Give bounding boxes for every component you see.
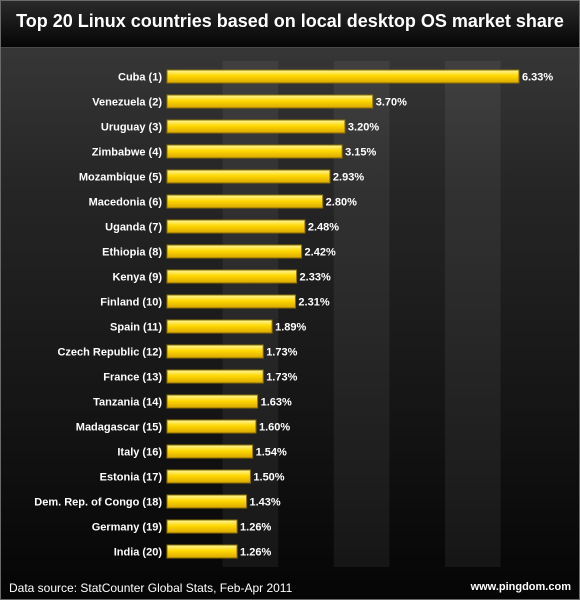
bar	[166, 419, 257, 434]
category-label: France (13)	[103, 372, 162, 384]
value-label: 1.26%	[240, 547, 271, 559]
bar	[166, 244, 303, 259]
bar	[166, 294, 296, 309]
category-label: Italy (16)	[117, 447, 162, 459]
category-label: Spain (11)	[110, 322, 162, 334]
bar	[166, 144, 343, 159]
value-label: 3.70%	[376, 97, 407, 109]
bar	[166, 69, 520, 84]
value-label: 2.33%	[300, 272, 331, 284]
bar	[166, 269, 298, 284]
bar	[166, 369, 264, 384]
value-label: 2.42%	[305, 247, 336, 259]
data-source-note: Data source: StatCounter Global Stats, F…	[9, 581, 293, 595]
bar	[166, 119, 346, 134]
bar	[166, 544, 238, 559]
bar	[166, 94, 374, 109]
value-label: 6.33%	[522, 72, 553, 84]
category-label: Cuba (1)	[118, 72, 162, 84]
grid-band	[222, 61, 279, 567]
category-label: Mozambique (5)	[79, 172, 162, 184]
grid-bands	[222, 61, 501, 567]
bar	[166, 169, 331, 184]
bars-group	[166, 69, 520, 559]
value-label: 1.54%	[256, 447, 287, 459]
category-label: Estonia (17)	[100, 472, 163, 484]
value-label: 1.50%	[253, 472, 284, 484]
category-label: Venezuela (2)	[92, 97, 162, 109]
bar	[166, 469, 251, 484]
labels-group: Cuba (1) 6.33% Venezuela (2) 3.70% Uruguay (…	[34, 72, 553, 559]
value-label: 2.80%	[326, 197, 357, 209]
category-label: Uruguay (3)	[101, 122, 162, 134]
category-label: Dem. Rep. of Congo (18)	[34, 497, 162, 509]
value-label: 1.73%	[266, 372, 297, 384]
category-label: Kenya (9)	[112, 272, 162, 284]
category-label: Finland (10)	[100, 297, 162, 309]
value-label: 3.15%	[345, 147, 376, 159]
value-label: 1.63%	[261, 397, 292, 409]
category-label: Zimbabwe (4)	[92, 147, 163, 159]
value-label: 1.60%	[259, 422, 290, 434]
category-label: Madagascar (15)	[76, 422, 163, 434]
category-label: Czech Republic (12)	[57, 347, 162, 359]
value-label: 1.89%	[275, 322, 306, 334]
chart-title: Top 20 Linux countries based on local de…	[16, 11, 564, 31]
value-label: 1.73%	[266, 347, 297, 359]
category-label: Uganda (7)	[105, 222, 162, 234]
bar	[166, 319, 273, 334]
category-label: Macedonia (6)	[89, 197, 163, 209]
bar	[166, 494, 248, 509]
category-label: Ethiopia (8)	[102, 247, 162, 259]
category-label: India (20)	[114, 547, 163, 559]
bar	[166, 444, 254, 459]
value-label: 1.43%	[250, 497, 281, 509]
bar	[166, 219, 306, 234]
value-label: 3.20%	[348, 122, 379, 134]
bar	[166, 194, 324, 209]
bar	[166, 394, 259, 409]
category-label: Tanzania (14)	[93, 397, 162, 409]
value-label: 2.31%	[298, 297, 329, 309]
value-label: 2.93%	[333, 172, 364, 184]
value-label: 1.26%	[240, 522, 271, 534]
bar	[166, 519, 238, 534]
category-label: Germany (19)	[92, 522, 163, 534]
title-bar: Top 20 Linux countries based on local de…	[1, 1, 579, 48]
grid-band	[445, 61, 501, 567]
bar	[166, 344, 264, 359]
credit-url: www.pingdom.com	[470, 581, 571, 593]
grid-band	[333, 61, 390, 567]
value-label: 2.48%	[308, 222, 339, 234]
